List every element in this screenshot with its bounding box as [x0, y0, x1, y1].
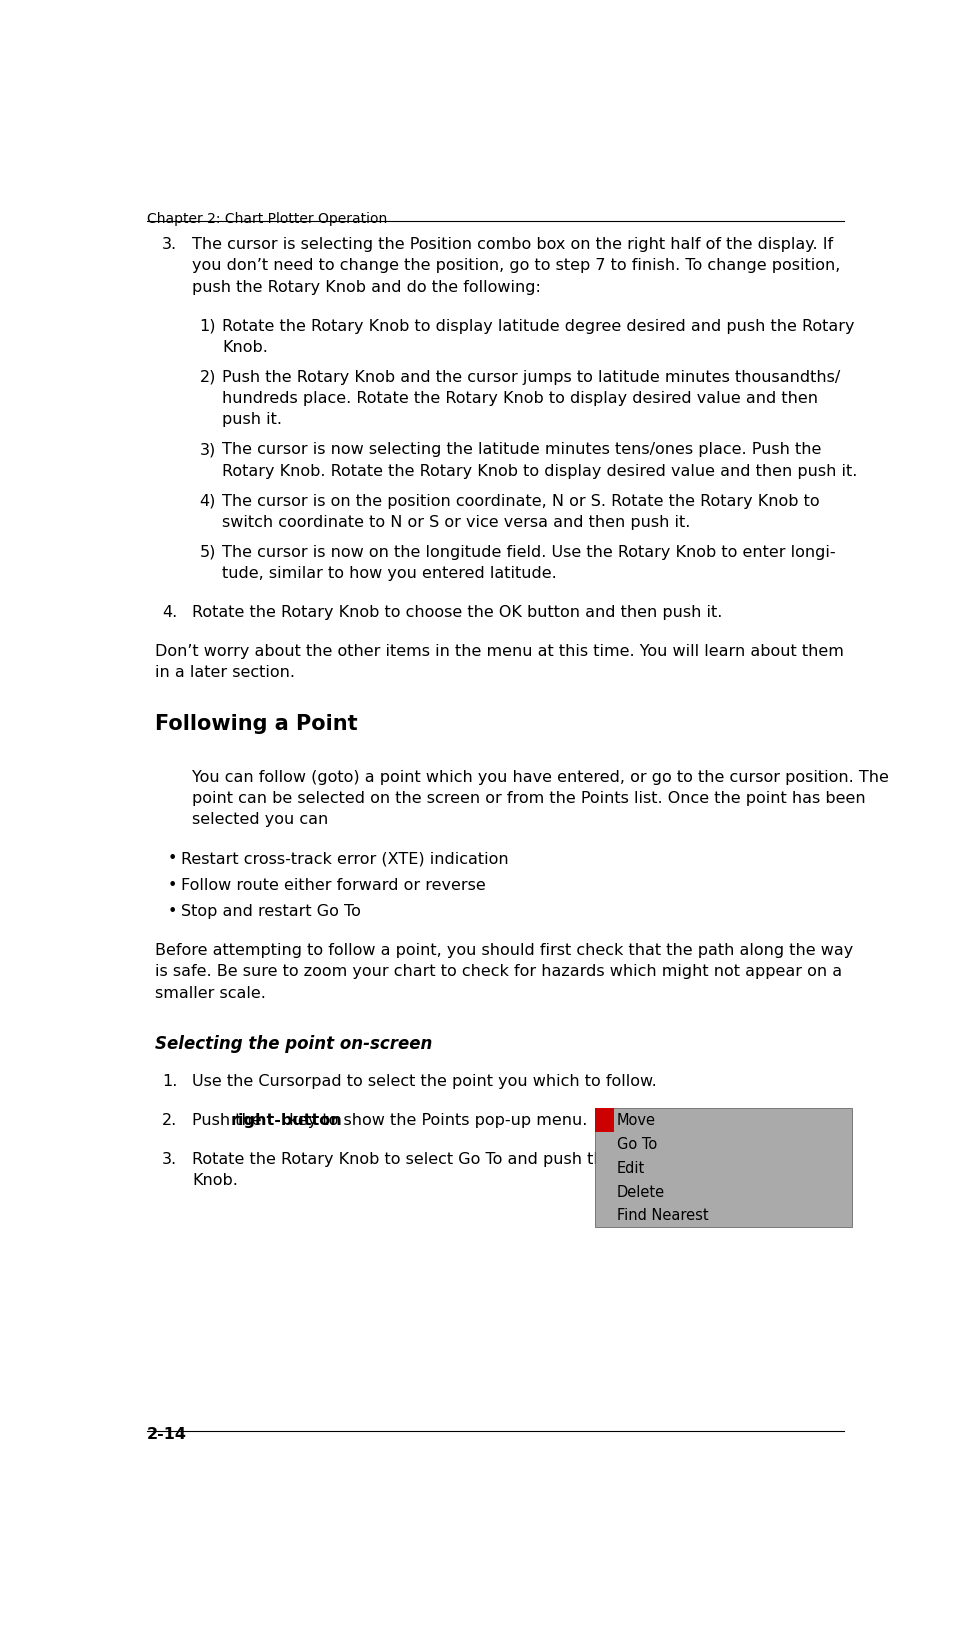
Text: selected you can: selected you can [192, 811, 329, 826]
Text: •: • [167, 851, 177, 865]
Text: 3.: 3. [162, 1151, 177, 1165]
Text: push the Rotary Knob and do the following:: push the Rotary Knob and do the followin… [192, 280, 541, 295]
Text: 1): 1) [199, 318, 216, 333]
Text: 2-14: 2-14 [147, 1426, 187, 1441]
Text: Go To: Go To [617, 1136, 658, 1151]
Text: Following a Point: Following a Point [155, 713, 357, 734]
Text: Push the: Push the [192, 1111, 267, 1128]
Text: Restart cross-track error (XTE) indication: Restart cross-track error (XTE) indicati… [181, 851, 509, 865]
Text: right-button: right-button [230, 1111, 342, 1128]
Text: The cursor is on the position coordinate, N or S. Rotate the Rotary Knob to: The cursor is on the position coordinate… [222, 493, 820, 508]
Text: Don’t worry about the other items in the menu at this time. You will learn about: Don’t worry about the other items in the… [155, 644, 843, 659]
Text: Chapter 2: Chart Plotter Operation: Chapter 2: Chart Plotter Operation [147, 211, 388, 226]
Text: 2): 2) [199, 369, 216, 385]
Text: point can be selected on the screen or from the Points list. Once the point has : point can be selected on the screen or f… [192, 790, 865, 806]
Text: hundreds place. Rotate the Rotary Knob to display desired value and then: hundreds place. Rotate the Rotary Knob t… [222, 390, 818, 406]
Text: in a later section.: in a later section. [155, 665, 295, 680]
Text: Rotate the Rotary Knob to display latitude degree desired and push the Rotary: Rotate the Rotary Knob to display latitu… [222, 318, 855, 333]
Text: Knob.: Knob. [192, 1172, 238, 1187]
Text: smaller scale.: smaller scale. [155, 985, 266, 1000]
Text: Push the Rotary Knob and the cursor jumps to latitude minutes thousandths/: Push the Rotary Knob and the cursor jump… [222, 369, 840, 385]
Text: Follow route either forward or reverse: Follow route either forward or reverse [181, 877, 485, 892]
Text: Move: Move [617, 1113, 656, 1128]
Text: Knob.: Knob. [222, 339, 268, 354]
Bar [595, 1108, 614, 1133]
Text: Use the Cursorpad to select the point you which to follow.: Use the Cursorpad to select the point yo… [192, 1074, 657, 1088]
Text: tude, similar to how you entered latitude.: tude, similar to how you entered latitud… [222, 565, 557, 580]
Text: Rotate the Rotary Knob to select Go To and push the Rotary: Rotate the Rotary Knob to select Go To a… [192, 1151, 671, 1165]
Text: 2.: 2. [162, 1111, 177, 1128]
Text: Before attempting to follow a point, you should first check that the path along : Before attempting to follow a point, you… [155, 942, 853, 957]
Text: •: • [167, 903, 177, 919]
Text: 4.: 4. [162, 605, 177, 620]
Text: switch coordinate to N or S or vice versa and then push it.: switch coordinate to N or S or vice vers… [222, 515, 690, 529]
Text: The cursor is now selecting the latitude minutes tens/ones place. Push the: The cursor is now selecting the latitude… [222, 443, 821, 457]
Text: Find Nearest: Find Nearest [617, 1208, 709, 1223]
Text: •: • [167, 877, 177, 892]
Text: The cursor is now on the longitude field. Use the Rotary Knob to enter longi-: The cursor is now on the longitude field… [222, 544, 835, 559]
Text: Delete: Delete [617, 1183, 665, 1198]
Text: key to show the Points pop-up menu.: key to show the Points pop-up menu. [283, 1111, 587, 1128]
Text: you don’t need to change the position, go to step 7 to finish. To change positio: you don’t need to change the position, g… [192, 259, 840, 274]
Text: Rotary Knob. Rotate the Rotary Knob to display desired value and then push it.: Rotary Knob. Rotate the Rotary Knob to d… [222, 464, 858, 479]
Text: 5): 5) [199, 544, 216, 559]
Text: Stop and restart Go To: Stop and restart Go To [181, 903, 361, 919]
Text: 1.: 1. [162, 1074, 178, 1088]
Text: 3.: 3. [162, 238, 177, 252]
Bar [595, 1108, 852, 1228]
Text: Selecting the point on-screen: Selecting the point on-screen [155, 1034, 432, 1052]
Text: Edit: Edit [617, 1160, 645, 1175]
Text: The cursor is selecting the Position combo box on the right half of the display.: The cursor is selecting the Position com… [192, 238, 834, 252]
Text: push it.: push it. [222, 411, 282, 428]
Text: 3): 3) [199, 443, 216, 457]
Text: Rotate the Rotary Knob to choose the OK button and then push it.: Rotate the Rotary Knob to choose the OK … [192, 605, 722, 620]
Text: is safe. Be sure to zoom your chart to check for hazards which might not appear : is safe. Be sure to zoom your chart to c… [155, 964, 841, 978]
Text: You can follow (goto) a point which you have entered, or go to the cursor positi: You can follow (goto) a point which you … [192, 769, 889, 785]
Text: 4): 4) [199, 493, 216, 508]
